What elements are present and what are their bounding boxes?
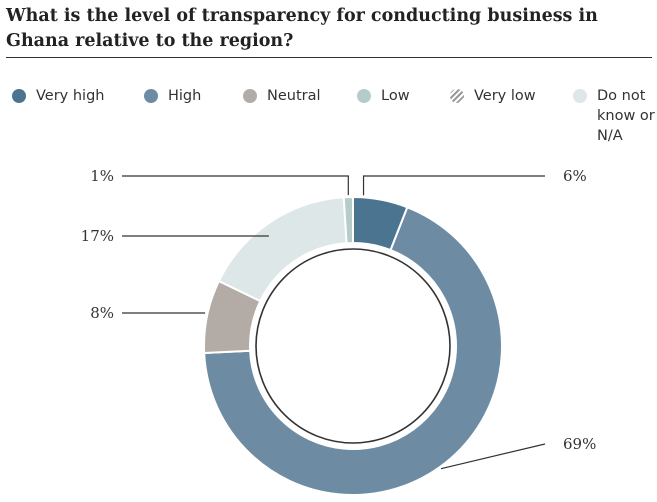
legend-swatch-very-low bbox=[450, 89, 464, 103]
legend-item-very-high: Very high bbox=[12, 86, 104, 106]
leader-line-very-high bbox=[362, 175, 545, 196]
legend-label-very-low: Very low bbox=[474, 88, 536, 104]
leader-line-high bbox=[440, 443, 546, 470]
data-label-high: 69% bbox=[563, 435, 596, 453]
slice-do-not-know-or-n-a bbox=[217, 196, 348, 303]
chart-title: What is the level of transparency for co… bbox=[6, 6, 598, 51]
legend-item-neutral: Neutral bbox=[243, 86, 321, 106]
legend-swatch-do-not-know bbox=[573, 89, 587, 103]
legend-label-high: High bbox=[168, 88, 202, 104]
data-label-very-low: 1% bbox=[90, 167, 114, 185]
legend-swatch-neutral bbox=[243, 89, 257, 103]
inner-ring bbox=[255, 248, 451, 444]
legend-item-low: Low bbox=[357, 86, 410, 106]
legend-swatch-high bbox=[144, 89, 158, 103]
data-label-neutral: 8% bbox=[90, 304, 114, 322]
legend-label-very-high: Very high bbox=[36, 88, 105, 104]
leader-line-very-low bbox=[122, 175, 349, 196]
legend-item-high: High bbox=[144, 86, 201, 106]
legend-item-very-low: Very low bbox=[450, 86, 536, 106]
data-label-very-high: 6% bbox=[563, 167, 587, 185]
legend-label-low: Low bbox=[381, 88, 410, 104]
slice-very-low bbox=[342, 195, 354, 245]
legend-item-do-not-know: Do not know or N/A bbox=[573, 86, 657, 146]
data-label-do-not-know-or-n-a: 17% bbox=[81, 227, 114, 245]
legend-label-neutral: Neutral bbox=[267, 88, 321, 104]
legend-label-do-not-know: Do not know or N/A bbox=[597, 88, 655, 144]
slice-high bbox=[203, 205, 503, 496]
title-divider bbox=[6, 57, 652, 58]
legend-swatch-very-high bbox=[12, 89, 26, 103]
legend-swatch-low bbox=[357, 89, 371, 103]
